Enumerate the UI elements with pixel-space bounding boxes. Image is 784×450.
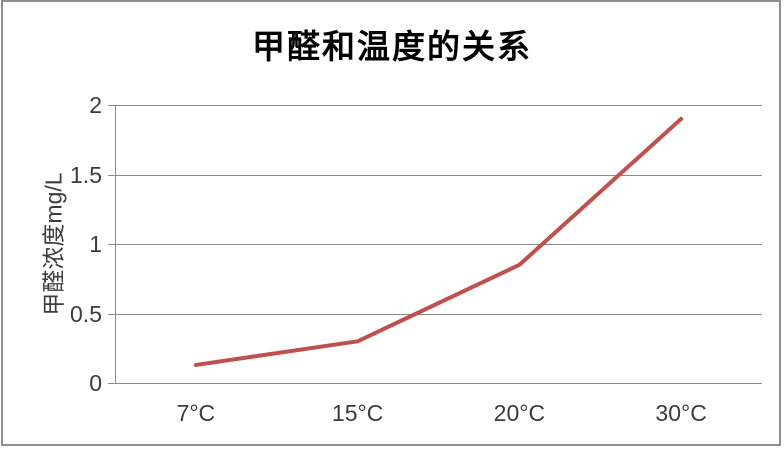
y-tick-label: 1 bbox=[89, 231, 102, 257]
x-tick-label: 7°C bbox=[176, 400, 216, 426]
chart-title: 甲醛和温度的关系 bbox=[252, 28, 532, 65]
x-tick-label: 15°C bbox=[331, 400, 384, 426]
y-tick-label: 0 bbox=[89, 370, 102, 396]
y-tick-label: 1.5 bbox=[70, 161, 102, 188]
x-tick-label: 20°C bbox=[493, 400, 546, 426]
data-line bbox=[193, 116, 684, 367]
y-tick-label: 2 bbox=[89, 92, 102, 118]
y-tick-label: 0.5 bbox=[70, 300, 102, 327]
x-tick-label: 30°C bbox=[655, 400, 707, 426]
